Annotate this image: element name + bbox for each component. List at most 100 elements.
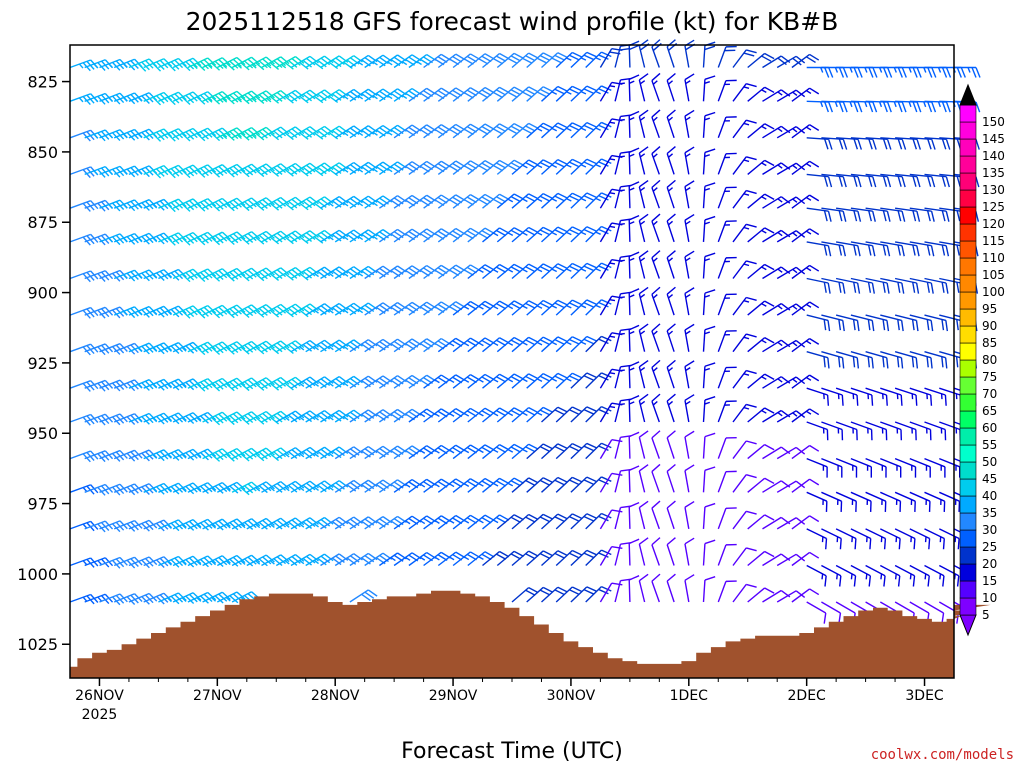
- wind-barb: [747, 477, 775, 493]
- wind-barb: [275, 266, 305, 281]
- wind-barb: [806, 457, 828, 478]
- colorbar-swatch: [959, 257, 977, 276]
- colorbar-swatch: [959, 342, 977, 361]
- wind-barb: [684, 213, 695, 243]
- wind-barb: [791, 374, 820, 389]
- wind-barb: [717, 116, 737, 139]
- wind-barb: [938, 564, 960, 587]
- wind-barb: [541, 550, 568, 567]
- wind-barb: [732, 223, 757, 243]
- wind-barb: [585, 335, 612, 353]
- wind-barb: [684, 360, 695, 389]
- wind-barb: [732, 260, 757, 279]
- wind-barb: [684, 287, 695, 316]
- wind-barb: [216, 231, 246, 246]
- wind-barb: [791, 478, 820, 493]
- wind-barb: [880, 491, 902, 512]
- wind-barb: [806, 173, 833, 188]
- wind-barb: [216, 197, 246, 212]
- wind-barb: [880, 351, 904, 369]
- wind-barb: [585, 512, 612, 530]
- wind-barb: [158, 592, 187, 605]
- wind-barb: [806, 241, 832, 257]
- wind-barb: [717, 580, 737, 603]
- wind-barb: [570, 406, 597, 423]
- wind-barb: [702, 252, 716, 279]
- wind-barb: [261, 517, 290, 530]
- colorbar-swatch: [959, 444, 977, 463]
- wind-barb: [894, 351, 919, 369]
- wind-barb: [791, 53, 820, 69]
- wind-barb: [924, 351, 948, 369]
- credit-link[interactable]: coolwx.com/models: [871, 747, 1014, 763]
- wind-barb: [732, 547, 757, 566]
- wind-barb: [638, 500, 649, 530]
- wind-barb: [732, 156, 757, 175]
- wind-barb: [850, 564, 872, 587]
- wind-barb: [482, 337, 510, 353]
- x-tick-label: 29NOV: [429, 688, 478, 704]
- wind-barb: [924, 173, 950, 188]
- wind-barb: [202, 231, 231, 246]
- wind-barb: [69, 380, 99, 392]
- wind-barb: [172, 91, 202, 105]
- wind-barb: [334, 409, 363, 423]
- wind-barb: [216, 127, 246, 141]
- wind-barb: [541, 85, 568, 102]
- wind-barb: [511, 477, 539, 493]
- wind-barb: [776, 446, 806, 460]
- wind-barb: [894, 387, 918, 406]
- wind-barb: [747, 443, 775, 460]
- wind-barb: [496, 227, 524, 243]
- wind-barb: [482, 477, 510, 493]
- wind-barb: [202, 127, 231, 142]
- wind-barb: [570, 549, 597, 567]
- colorbar-tick-label: 55: [982, 438, 997, 452]
- x-axis: 26NOV 2025 27NOV 28NOV 29NOV 30NOV 1DEC 2DEC 3DE…: [75, 678, 944, 723]
- wind-barb: [172, 305, 202, 319]
- colorbar-swatch: [959, 308, 977, 327]
- wind-barb: [628, 74, 640, 102]
- wind-barb: [334, 229, 363, 243]
- wind-barb: [511, 263, 539, 280]
- wind-barb: [246, 56, 275, 71]
- wind-barb: [290, 89, 319, 104]
- wind-barb: [747, 86, 775, 102]
- wind-barb: [334, 88, 363, 102]
- wind-barb: [261, 481, 290, 493]
- wind-barb: [666, 537, 676, 566]
- wind-barb: [320, 89, 349, 103]
- wind-barb: [821, 601, 842, 624]
- wind-barb: [216, 267, 246, 282]
- wind-barb: [747, 587, 775, 603]
- wind-barb: [143, 198, 173, 211]
- colorbar-swatch: [959, 359, 977, 378]
- wind-barb: [835, 564, 857, 587]
- wind-barb: [290, 55, 319, 70]
- wind-barb: [865, 173, 892, 188]
- wind-barb: [806, 207, 832, 222]
- wind-barb: [806, 137, 833, 150]
- wind-barb: [717, 186, 737, 209]
- wind-barb: [651, 323, 661, 352]
- wind-barb: [821, 528, 842, 550]
- wind-barb: [187, 164, 217, 178]
- wind-barb: [555, 513, 583, 530]
- wind-barb: [511, 86, 539, 102]
- wind-barb: [482, 444, 510, 460]
- wind-barb: [246, 126, 275, 141]
- wind-barb: [865, 491, 887, 512]
- wind-barb: [496, 443, 524, 460]
- plot-area: [69, 39, 991, 679]
- wind-barb: [69, 450, 99, 463]
- wind-barb: [496, 373, 524, 389]
- wind-barb: [511, 226, 539, 243]
- wind-barb: [511, 443, 539, 460]
- wind-speed-colorbar: 5 10 15 20 25 30 35 40 45 50 55 60 65 70 75 80 85 90 95 100…: [959, 83, 1005, 637]
- wind-barb: [651, 72, 661, 102]
- wind-barb: [865, 66, 893, 78]
- wind-barb: [880, 241, 905, 257]
- wind-barb: [865, 277, 890, 294]
- wind-barb: [791, 264, 820, 280]
- wind-barb: [158, 305, 187, 318]
